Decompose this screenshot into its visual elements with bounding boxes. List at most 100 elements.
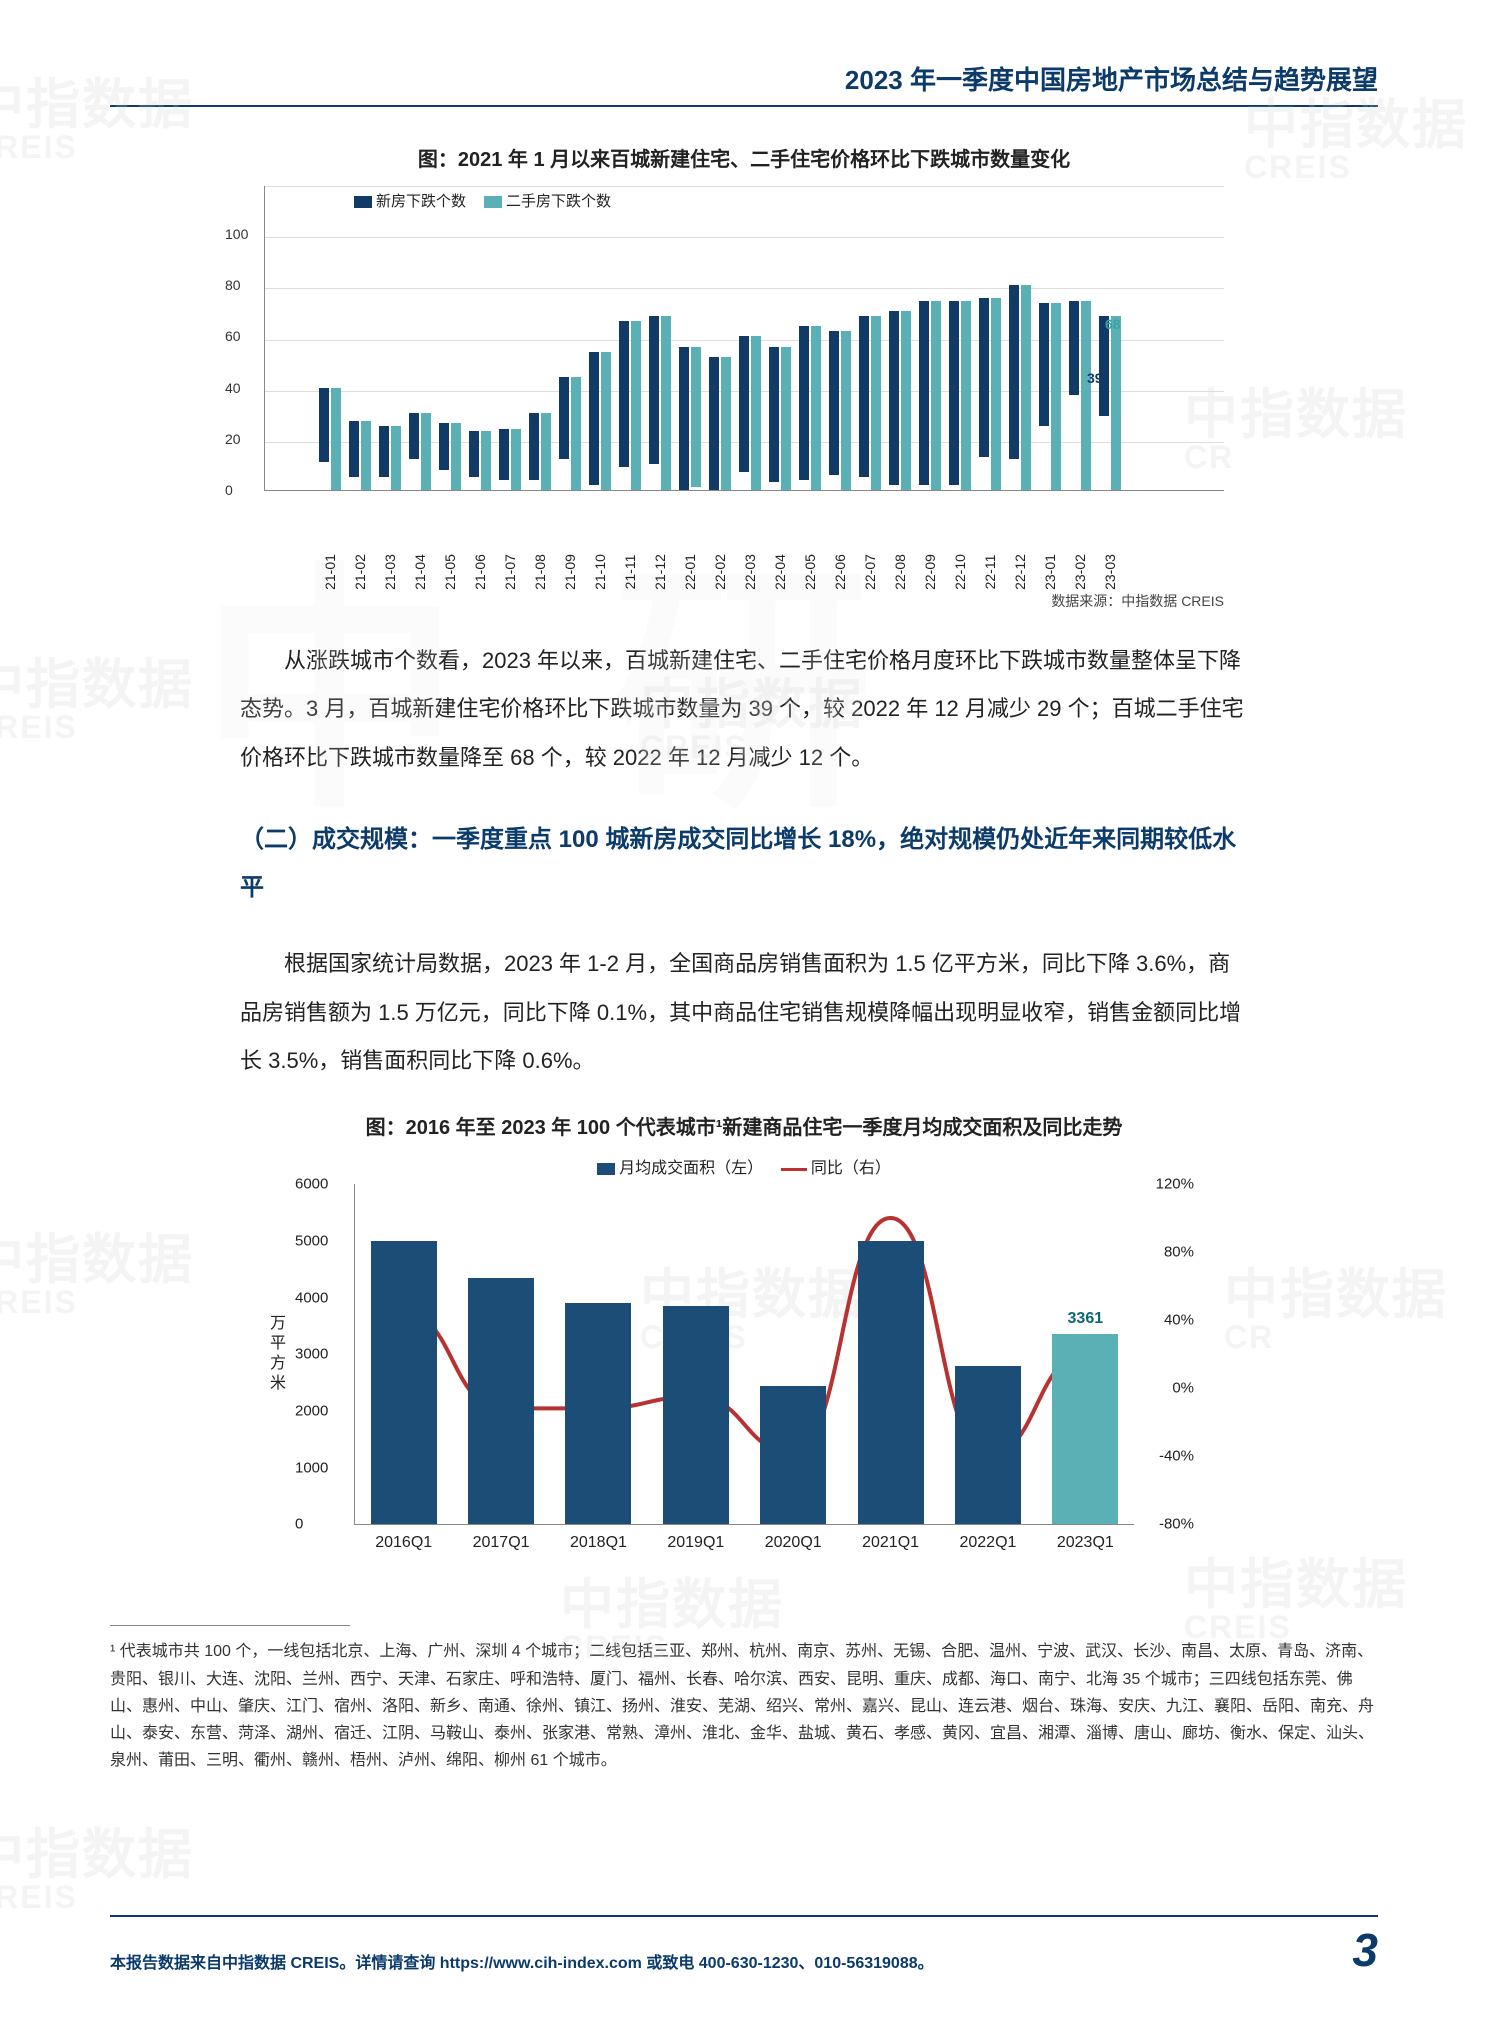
bar-new	[769, 347, 779, 483]
chart1-ytick: 100	[225, 226, 248, 242]
bar-new	[619, 321, 629, 467]
footer-text: 本报告数据来自中指数据 CREIS。详情请查询 https://www.cih-…	[110, 1949, 1332, 1973]
chart1-xlabel: 21-05	[442, 554, 458, 590]
chart1-xlabel: 22-11	[982, 555, 998, 590]
bar-new	[979, 298, 989, 457]
chart1-xlabel: 22-01	[682, 554, 698, 590]
chart2-ytick-right: 80%	[1164, 1244, 1194, 1261]
chart1-xlabel: 21-11	[622, 555, 638, 590]
chart2-xlabel: 2020Q1	[760, 1534, 826, 1552]
chart2-xlabel: 2021Q1	[858, 1534, 924, 1552]
chart2-ytick-left: 2000	[295, 1403, 328, 1420]
chart2-bar	[858, 1241, 924, 1524]
chart1-xlabel: 22-09	[922, 554, 938, 590]
bar-new	[319, 388, 329, 462]
chart1-xlabel: 23-01	[1042, 554, 1058, 590]
bar-new	[919, 301, 929, 485]
chart2-legend: 月均成交面积（左） 同比（右）	[284, 1154, 1204, 1178]
bar-second	[511, 429, 521, 490]
bar-new	[709, 357, 719, 490]
chart2-xlabel: 2022Q1	[955, 1534, 1021, 1552]
chart1-xlabel: 22-05	[802, 554, 818, 590]
chart2-ytick-right: -80%	[1159, 1516, 1194, 1533]
chart1-title: 图：2021 年 1 月以来百城新建住宅、二手住宅价格环比下跌城市数量变化	[110, 143, 1378, 172]
bar-new	[379, 426, 389, 477]
chart1-group: 21-10	[585, 352, 615, 490]
chart1-ytick: 80	[225, 277, 241, 293]
bar-second	[571, 377, 581, 490]
bar-second	[361, 421, 371, 490]
bar-second	[751, 336, 761, 490]
page-footer: 本报告数据来自中指数据 CREIS。详情请查询 https://www.cih-…	[110, 1915, 1378, 1973]
chart1-group: 22-05	[795, 326, 825, 490]
chart2-ytick-left: 4000	[295, 1289, 328, 1306]
chart1-xlabel: 22-04	[772, 554, 788, 590]
chart1-xlabel: 21-02	[352, 554, 368, 590]
chart1-group: 23-01	[1035, 303, 1065, 490]
chart2-bar	[468, 1278, 534, 1525]
bar-second	[481, 431, 491, 490]
watermark: 中指数据CREIS	[1184, 1540, 1408, 1646]
bar-new	[499, 429, 509, 480]
bar-second	[1111, 316, 1121, 490]
page-header: 2023 年一季度中国房地产市场总结与趋势展望	[110, 60, 1378, 107]
bar-second	[931, 301, 941, 490]
bar-new	[739, 336, 749, 472]
bar-new	[1069, 301, 1079, 396]
chart1-group: 22-01	[675, 347, 705, 490]
chart1: 新房下跌个数 二手房下跌个数 02040608010021-0121-0221-…	[264, 186, 1224, 611]
chart2-ytick-left: 0	[295, 1516, 303, 1533]
page-number: 3	[1352, 1927, 1378, 1973]
chart2: 月均成交面积（左） 同比（右） 万平方米 0100020003000400050…	[284, 1154, 1204, 1525]
chart1-group: 21-02	[345, 421, 375, 490]
chart1-group: 21-01	[315, 388, 345, 490]
chart2-ytick-left: 5000	[295, 1233, 328, 1250]
chart1-source: 数据来源：中指数据 CREIS	[264, 591, 1224, 611]
bar-new	[799, 326, 809, 480]
chart2-bar	[955, 1366, 1021, 1525]
bar-new	[889, 311, 899, 485]
chart2-plot: 万平方米 0100020003000400050006000-80%-40%0%…	[354, 1184, 1134, 1525]
bar-second	[391, 426, 401, 490]
legend-bar: 月均成交面积（左）	[597, 1160, 763, 1177]
chart1-group: 21-07	[495, 429, 525, 490]
chart1-xlabel: 21-10	[592, 554, 608, 590]
bar-second	[601, 352, 611, 490]
bar-second	[781, 347, 791, 490]
chart2-xlabel: 2016Q1	[371, 1534, 437, 1552]
chart1-xlabel: 22-12	[1012, 554, 1028, 590]
chart2-ytick-right: -40%	[1159, 1448, 1194, 1465]
chart2-ytick-left: 1000	[295, 1459, 328, 1476]
chart1-group: 21-05	[435, 423, 465, 490]
page-title: 2023 年一季度中国房地产市场总结与趋势展望	[845, 65, 1378, 95]
bar-new	[559, 377, 569, 459]
chart1-group: 22-04	[765, 347, 795, 490]
footnote: ¹ 代表城市共 100 个，一线包括北京、上海、广州、深圳 4 个城市；二线包括…	[110, 1638, 1378, 1774]
chart2-bar	[663, 1306, 729, 1524]
chart1-xlabel: 22-02	[712, 554, 728, 590]
chart1-group: 22-06	[825, 331, 855, 490]
chart2-ytick-right: 120%	[1156, 1176, 1194, 1193]
bar-second	[721, 357, 731, 490]
chart1-group: 21-03	[375, 426, 405, 490]
chart1-group: 22-02	[705, 357, 735, 490]
chart1-ytick: 40	[225, 380, 241, 396]
bar-second	[901, 311, 911, 490]
bar-second	[451, 423, 461, 490]
chart1-group: 22-12	[1005, 285, 1035, 490]
chart1-ytick: 60	[225, 328, 241, 344]
bar-second	[331, 388, 341, 490]
bar-second	[1051, 303, 1061, 490]
chart2-bar	[760, 1386, 826, 1525]
bar-new	[949, 301, 959, 485]
chart2-ytick-left: 3000	[295, 1346, 328, 1363]
chart2-xlabel: 2017Q1	[468, 1534, 534, 1552]
chart1-xlabel: 21-08	[532, 554, 548, 590]
chart1-xlabel: 23-03	[1102, 554, 1118, 590]
chart1-xlabel: 22-10	[952, 554, 968, 590]
chart1-ytick: 20	[225, 431, 241, 447]
bar-new	[649, 316, 659, 464]
page: 中 研 中指数据CREIS 中指数据CREIS 中指数据CR 中指数据CREIS…	[0, 0, 1488, 2019]
chart1-xlabel: 21-04	[412, 554, 428, 590]
watermark: 中指数据CR	[1224, 1250, 1448, 1356]
